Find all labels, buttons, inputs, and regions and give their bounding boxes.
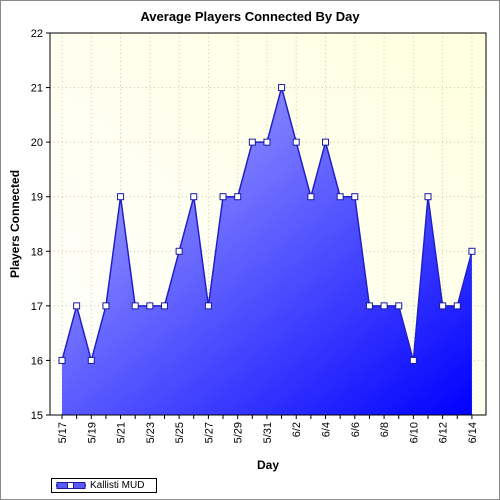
- x-tick-label: 6/8: [379, 422, 391, 437]
- data-point: [307, 193, 315, 201]
- data-point: [219, 193, 227, 201]
- data-point: [351, 193, 359, 201]
- data-point: [117, 193, 125, 201]
- x-tick-label: 6/14: [467, 422, 479, 443]
- data-point: [204, 302, 212, 310]
- x-tick-label: 5/19: [86, 422, 98, 443]
- legend-label: Kallisti MUD: [90, 480, 145, 491]
- data-point: [73, 302, 81, 310]
- data-point: [278, 84, 286, 92]
- x-tick-label: 5/17: [57, 422, 69, 443]
- y-tick-label: 18: [31, 246, 43, 258]
- y-tick-label: 17: [31, 301, 43, 313]
- x-tick-label: 5/25: [174, 422, 186, 443]
- data-point: [395, 302, 403, 310]
- data-point: [336, 193, 344, 201]
- legend-swatch: [56, 482, 86, 489]
- data-point: [424, 193, 432, 201]
- data-point: [146, 302, 154, 310]
- data-point: [409, 356, 417, 364]
- x-axis-label: Day: [257, 458, 279, 472]
- data-point: [439, 302, 447, 310]
- y-tick-label: 15: [31, 410, 43, 422]
- x-tick-label: 5/29: [233, 422, 245, 443]
- data-point: [468, 247, 476, 255]
- data-point: [190, 193, 198, 201]
- data-point: [131, 302, 139, 310]
- y-tick-label: 20: [31, 137, 43, 149]
- x-tick-label: 5/21: [116, 422, 128, 443]
- y-tick-label: 21: [31, 83, 43, 95]
- data-point: [322, 138, 330, 146]
- data-point: [87, 356, 95, 364]
- x-tick-label: 5/31: [262, 422, 274, 443]
- legend: Kallisti MUD: [51, 478, 157, 493]
- y-tick-label: 22: [31, 28, 43, 40]
- y-tick-label: 16: [31, 355, 43, 367]
- data-point: [234, 193, 242, 201]
- data-point: [175, 247, 183, 255]
- y-tick-label: 19: [31, 192, 43, 204]
- data-point: [365, 302, 373, 310]
- data-point: [248, 138, 256, 146]
- x-tick-label: 6/12: [438, 422, 450, 443]
- y-axis-label: Players Connected: [8, 170, 22, 278]
- data-point: [380, 302, 388, 310]
- x-tick-label: 5/23: [145, 422, 157, 443]
- chart-title: Average Players Connected By Day: [140, 9, 360, 24]
- x-tick-label: 6/6: [350, 422, 362, 437]
- series-area: [62, 87, 472, 416]
- data-point: [102, 302, 110, 310]
- x-tick-label: 5/27: [203, 422, 215, 443]
- data-point: [263, 138, 271, 146]
- data-point: [160, 302, 168, 310]
- x-tick-label: 6/2: [291, 422, 303, 437]
- x-tick-label: 6/4: [321, 422, 333, 437]
- data-point: [58, 356, 66, 364]
- plot-border: [49, 32, 487, 416]
- x-tick-label: 6/10: [408, 422, 420, 443]
- data-point: [453, 302, 461, 310]
- data-point: [292, 138, 300, 146]
